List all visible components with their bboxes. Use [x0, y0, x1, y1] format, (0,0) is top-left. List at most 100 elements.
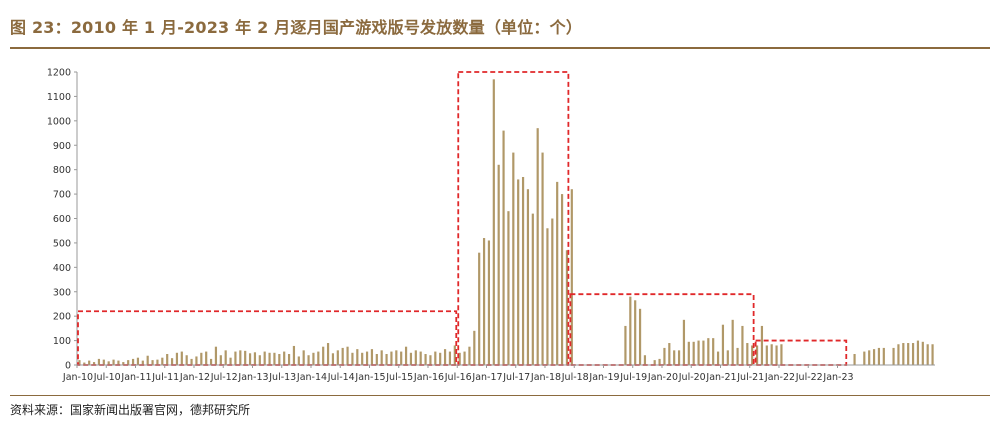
bar — [331, 353, 335, 365]
x-tick-label: Jan-23 — [822, 372, 853, 383]
bar — [526, 189, 530, 365]
bar — [868, 350, 871, 365]
x-tick-label: Jul-14 — [327, 372, 355, 383]
x-tick-label: Jan-12 — [179, 372, 210, 383]
bar — [170, 358, 174, 365]
bar — [322, 346, 325, 365]
bar — [551, 218, 554, 365]
bar — [175, 352, 179, 365]
x-tick-label: Jan-13 — [237, 372, 268, 383]
bar — [443, 349, 447, 365]
bar — [707, 338, 710, 365]
bar — [716, 351, 720, 365]
bar — [736, 347, 739, 365]
bar — [166, 354, 169, 365]
bar — [351, 352, 354, 365]
bar — [292, 345, 296, 365]
y-tick-label: 600 — [53, 214, 71, 225]
bar — [258, 355, 261, 365]
bar — [658, 358, 661, 365]
bar — [263, 351, 266, 365]
bar — [253, 352, 257, 365]
bar — [668, 343, 671, 365]
bar — [361, 352, 364, 365]
bar — [395, 350, 398, 365]
bar — [629, 296, 632, 365]
bar — [931, 344, 934, 365]
bar — [248, 353, 252, 365]
bar — [751, 345, 754, 365]
bar — [892, 347, 895, 365]
bar — [326, 343, 330, 365]
bar — [112, 359, 115, 365]
figure-title: 图 23：2010 年 1 月-2023 年 2 月逐月国产游戏版号发放数量（单… — [10, 18, 583, 37]
highlight-boxes — [77, 71, 848, 366]
bar — [872, 349, 876, 365]
bar — [434, 351, 437, 365]
bar — [863, 351, 866, 365]
x-tick-label: Jan-17 — [471, 372, 502, 383]
bar — [731, 319, 734, 365]
bar — [541, 152, 544, 365]
bar — [136, 357, 140, 365]
y-tick-label: 1000 — [47, 116, 71, 127]
bar — [78, 360, 81, 365]
bar — [697, 340, 700, 365]
source-rule — [10, 395, 990, 396]
bar — [375, 354, 378, 365]
x-tick-label: Jul-10 — [93, 372, 121, 383]
bar — [83, 362, 86, 365]
bar — [468, 346, 471, 365]
x-tick-label: Jul-21 — [736, 372, 764, 383]
x-tick-label: Jul-19 — [619, 372, 647, 383]
bar — [141, 360, 144, 365]
bar — [161, 357, 164, 365]
bar — [517, 179, 520, 365]
x-tick-label: Jan-22 — [764, 372, 795, 383]
bar — [283, 351, 286, 365]
bar — [780, 344, 783, 365]
y-tick-label: 300 — [53, 287, 71, 298]
bar — [926, 344, 929, 365]
y-tick-label: 500 — [53, 238, 71, 249]
x-tick-label: Jan-14 — [296, 372, 327, 383]
bar — [190, 358, 193, 365]
bar — [531, 213, 534, 365]
bar — [151, 360, 154, 365]
bar — [521, 176, 525, 365]
x-tick-label: Jan-11 — [120, 372, 151, 383]
y-tick-label: 700 — [53, 190, 71, 201]
x-tick-label: Jan-20 — [647, 372, 678, 383]
bar — [205, 351, 208, 365]
bar — [336, 350, 339, 365]
bar — [229, 357, 232, 365]
bar — [702, 340, 705, 365]
bar — [643, 355, 647, 365]
bar — [97, 358, 101, 365]
bar — [439, 352, 442, 365]
bar — [507, 211, 510, 365]
bar — [775, 345, 778, 365]
y-tick-label: 800 — [53, 165, 71, 176]
bar — [419, 351, 422, 365]
x-tick-label: Jan-18 — [530, 372, 561, 383]
bar — [307, 355, 310, 365]
bar — [478, 252, 481, 365]
bar — [156, 359, 159, 365]
x-tick-label: Jul-22 — [795, 372, 823, 383]
bar — [682, 319, 686, 365]
bar — [131, 358, 135, 365]
bar — [492, 79, 495, 365]
bar — [653, 360, 656, 365]
bar — [673, 350, 676, 365]
highlight-box — [77, 310, 458, 366]
bar — [268, 352, 271, 365]
bar — [356, 349, 359, 365]
bar — [107, 361, 110, 365]
bar — [365, 351, 369, 365]
bar — [765, 345, 768, 365]
bar — [287, 354, 291, 365]
bar — [536, 128, 539, 365]
y-tick-label: 100 — [53, 336, 71, 347]
bar — [463, 351, 466, 365]
